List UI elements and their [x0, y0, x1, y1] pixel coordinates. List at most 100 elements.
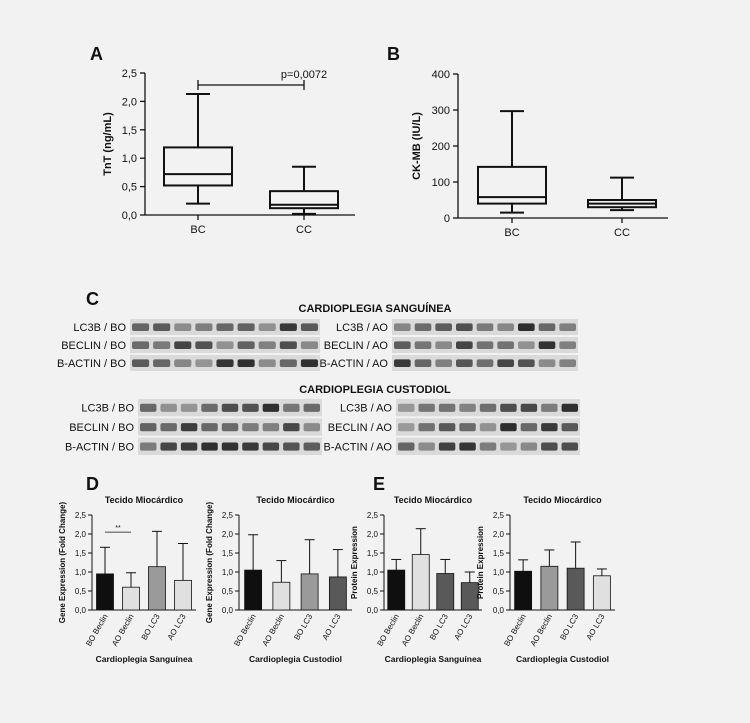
blot-sanguinea-bo-band — [279, 341, 297, 349]
y-axis-label: Protein Expression — [350, 526, 359, 599]
blot-custodiol-ao-band — [398, 423, 415, 432]
blot-title-custodiol: CARDIOPLEGIA CUSTODIOL — [299, 384, 451, 396]
blot-custodiol-ao-band — [500, 403, 517, 412]
y-tick-label: 1,5 — [493, 549, 505, 558]
y-axis-label: Protein Expression — [476, 526, 485, 599]
x-tick-label: BO Beclin — [84, 613, 110, 648]
panel-label-d: D — [86, 474, 99, 494]
blot-custodiol-bo-row-label: LC3B / BO — [81, 403, 134, 415]
bar — [122, 586, 140, 611]
blot-sanguinea-bo-band — [153, 359, 171, 367]
blot-custodiol-bo-band — [262, 403, 280, 412]
y-tick-label: 1,0 — [367, 568, 379, 577]
blot-custodiol-ao-band — [541, 423, 558, 432]
blot-custodiol-ao-band — [398, 403, 415, 412]
blot-sanguinea-ao-band — [414, 323, 432, 331]
y-tick-label: 1,5 — [367, 549, 379, 558]
blot-custodiol-ao-band — [418, 423, 435, 432]
blot-sanguinea-bo-band — [216, 323, 234, 331]
blot-sanguinea-ao-band — [394, 323, 411, 331]
blot-sanguinea-ao-band — [435, 323, 452, 331]
blot-custodiol-ao-band — [479, 442, 497, 451]
bar — [148, 566, 166, 611]
blot-custodiol-bo-band — [140, 403, 157, 412]
y-tick-label: 1,5 — [75, 549, 87, 558]
blot-custodiol-bo-band — [242, 423, 259, 432]
chart-title: Tecido Miocárdico — [105, 495, 184, 505]
blot-sanguinea-bo-band — [132, 341, 150, 349]
blot-custodiol-bo-band — [221, 403, 239, 412]
blot-sanguinea-ao-row-label: LC3B / AO — [336, 322, 388, 334]
blot-custodiol-bo-row-label: BECLIN / BO — [69, 422, 134, 434]
chart-title: Tecido Miocárdico — [256, 495, 335, 505]
blot-custodiol-ao-band — [438, 403, 456, 412]
blot-sanguinea-bo-band — [174, 341, 192, 349]
chart-title: Tecido Miocárdico — [523, 495, 602, 505]
y-tick-label: 0,5 — [367, 587, 379, 596]
blot-custodiol-ao-band — [541, 403, 558, 412]
blot-sanguinea-ao-band — [518, 359, 535, 367]
bar — [387, 569, 406, 611]
x-tick-label: CC — [296, 224, 312, 236]
y-tick-label: 0,0 — [367, 606, 379, 615]
y-axis-label: CK-MB (IU/L) — [411, 112, 423, 180]
x-tick-label: CC — [614, 227, 630, 239]
blot-sanguinea-bo-row-label: B-ACTIN / BO — [57, 358, 127, 370]
blot-custodiol-ao-band — [520, 403, 538, 412]
blot-sanguinea-ao-band — [538, 341, 556, 349]
blot-sanguinea-ao-band — [497, 359, 514, 367]
y-axis-label: Gene Expression (Fold Change) — [205, 501, 214, 623]
blot-custodiol-bo-band — [160, 442, 177, 451]
blot-custodiol-ao-band — [561, 423, 578, 432]
blot-custodiol-ao-band — [418, 403, 435, 412]
y-tick-label: 0,0 — [222, 606, 234, 615]
blot-custodiol-bo-band — [180, 403, 198, 412]
blot-custodiol-bo-band — [180, 442, 198, 451]
blot-sanguinea-ao-row-label: BECLIN / AO — [324, 340, 389, 352]
blot-custodiol-bo-row-label: B-ACTIN / BO — [65, 441, 135, 453]
x-tick-label: AO Beclin — [110, 613, 136, 648]
y-tick-label: 2,5 — [367, 511, 379, 520]
blot-custodiol-bo-band — [140, 442, 157, 451]
x-tick-label: BC — [190, 224, 205, 236]
x-axis-label: Cardioplegia Sanguínea — [96, 654, 193, 664]
x-axis-label: Cardioplegia Custodiol — [516, 654, 609, 664]
x-tick-label: BO Beclin — [375, 613, 401, 648]
blot-sanguinea-bo-band — [279, 359, 297, 367]
blot-sanguinea-ao-band — [538, 323, 556, 331]
blot-custodiol-ao-band — [561, 403, 578, 412]
blot-sanguinea-bo-band — [174, 359, 192, 367]
blot-sanguinea-ao-band — [476, 341, 494, 349]
blot-sanguinea-bo-band — [216, 341, 234, 349]
bar — [300, 573, 319, 611]
blot-custodiol-ao-band — [459, 403, 476, 412]
bar — [244, 569, 263, 611]
blot-sanguinea-bo-band — [132, 323, 150, 331]
blot-sanguinea-ao-band — [435, 341, 452, 349]
y-tick-label: 0,5 — [222, 587, 234, 596]
x-tick-label: AO LC3 — [321, 612, 343, 642]
x-tick-label: BO Beclin — [232, 613, 258, 648]
blot-custodiol-ao-row-label: B-ACTIN / AO — [324, 441, 393, 453]
blot-sanguinea-ao-band — [394, 359, 411, 367]
blot-sanguinea-bo-band — [258, 323, 276, 331]
x-tick-label: BO Beclin — [502, 613, 528, 648]
x-axis-label: Cardioplegia Custodiol — [249, 654, 342, 664]
y-tick-label: 2,0 — [75, 530, 87, 539]
blot-custodiol-ao-lane-bg — [396, 418, 580, 436]
blot-custodiol-ao-band — [561, 442, 578, 451]
panel-label-c: C — [86, 289, 99, 309]
x-tick-label: AO LC3 — [452, 612, 474, 642]
bar — [592, 575, 611, 611]
y-tick-label: 0,5 — [75, 587, 87, 596]
blot-sanguinea-ao-band — [518, 323, 535, 331]
blot-sanguinea-ao-band — [414, 341, 432, 349]
x-tick-label: BO LC3 — [428, 612, 450, 642]
blot-custodiol-ao-band — [541, 442, 558, 451]
panel-label-a: A — [90, 44, 103, 64]
blot-sanguinea-ao-band — [456, 341, 473, 349]
y-tick-label: 1,0 — [122, 153, 137, 165]
y-tick-label: 1,5 — [222, 549, 234, 558]
x-tick-label: BO LC3 — [292, 612, 314, 642]
